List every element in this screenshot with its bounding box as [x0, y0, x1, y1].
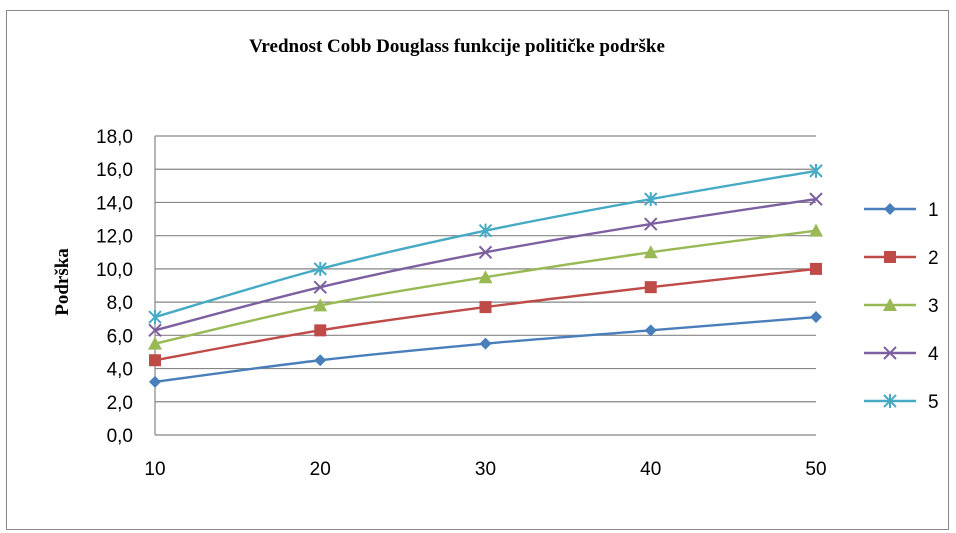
legend-item-1: 1: [864, 200, 939, 221]
data-point: [149, 354, 161, 367]
y-tick-label: 10,0: [96, 260, 133, 281]
legend-item-5: 5: [864, 392, 939, 413]
data-point: [884, 203, 896, 215]
x-tick-label: 10: [144, 459, 165, 480]
data-point: [883, 298, 897, 311]
legend-label: 4: [928, 344, 939, 365]
x-tick-label: 50: [805, 459, 826, 480]
y-tick-label: 14,0: [96, 193, 133, 214]
data-point: [479, 301, 492, 314]
legend-label: 5: [928, 392, 939, 413]
data-point: [644, 324, 657, 337]
data-point: [810, 262, 822, 275]
data-point: [644, 281, 657, 294]
data-point: [884, 251, 896, 263]
y-tick-label: 2,0: [107, 393, 133, 414]
data-point: [809, 163, 823, 178]
data-point: [148, 336, 162, 350]
data-point: [883, 346, 897, 360]
series-group: [148, 163, 823, 388]
data-point: [478, 245, 493, 259]
data-point: [883, 394, 897, 408]
data-point: [314, 354, 327, 367]
y-tick-labels: 0,0 2,0 4,0 6,0 8,0 10,0 12,0 14,0 16,0 18,0: [96, 127, 133, 447]
legend-item-3: 3: [864, 296, 939, 317]
y-tick-label: 0,0: [107, 426, 133, 447]
series-5: [148, 163, 823, 325]
series-4: [148, 192, 823, 338]
legend-label: 3: [928, 296, 939, 317]
data-point: [148, 323, 162, 338]
y-tick-label: 12,0: [96, 227, 133, 248]
x-tick-label: 40: [640, 459, 661, 480]
chart-frame: [6, 10, 949, 530]
legend-item-4: 4: [864, 344, 939, 365]
y-tick-label: 4,0: [107, 360, 133, 381]
data-point: [478, 270, 493, 284]
data-point: [479, 337, 492, 350]
y-tick-label: 18,0: [96, 127, 133, 148]
y-tick-label: 8,0: [107, 293, 133, 314]
series-1: [149, 311, 822, 388]
chart-title: Vrednost Cobb Douglass funkcije političk…: [249, 36, 665, 57]
x-tick-label: 20: [310, 459, 331, 480]
x-tick-labels: 10 20 30 40 50: [144, 459, 826, 480]
data-point: [313, 280, 327, 294]
y-tick-label: 6,0: [107, 326, 133, 347]
data-point: [644, 217, 658, 231]
gridlines: [154, 135, 816, 436]
legend-label: 2: [928, 248, 939, 269]
data-point: [809, 223, 823, 237]
legend: 1 2 3 4 5: [864, 200, 939, 413]
series-2: [149, 262, 822, 367]
data-point: [810, 311, 822, 324]
data-point: [643, 245, 658, 259]
data-point: [314, 324, 327, 337]
x-tick-label: 30: [475, 459, 496, 480]
data-point: [313, 298, 328, 312]
legend-label: 1: [928, 200, 939, 221]
data-point: [478, 223, 493, 238]
data-point: [809, 192, 823, 206]
data-point: [644, 192, 658, 207]
data-point: [313, 261, 327, 276]
data-point: [148, 310, 162, 325]
series-3: [148, 223, 823, 350]
y-tick-label: 16,0: [96, 160, 133, 181]
data-point: [149, 375, 161, 388]
legend-item-2: 2: [864, 248, 939, 269]
